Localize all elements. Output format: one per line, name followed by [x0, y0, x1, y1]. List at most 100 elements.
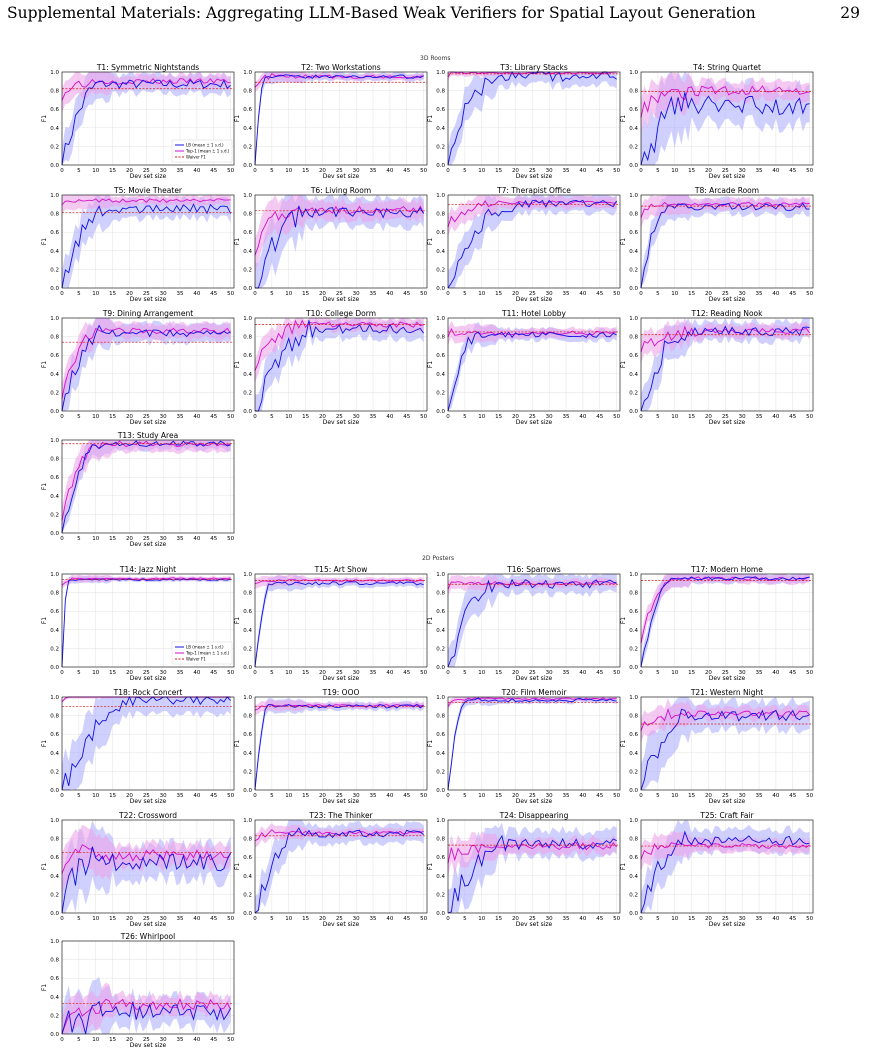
lb-line [61, 440, 231, 534]
x-tick-label: 50 [613, 291, 620, 297]
y-tick-label: 0.0 [50, 911, 59, 917]
x-tick-label: 40 [386, 414, 393, 420]
y-tick-label: 0.8 [629, 714, 638, 720]
plot-frame [447, 819, 621, 914]
x-tick-label: 20 [705, 670, 712, 676]
y-tick-label: 0.2 [50, 646, 59, 652]
legend-box [171, 641, 233, 665]
x-tick-label: 15 [688, 168, 695, 174]
plot-frame [447, 696, 621, 791]
x-tick-label: 0 [253, 291, 257, 297]
y-tick-label: 0.0 [436, 665, 445, 671]
y-tick-label: 0.0 [50, 286, 59, 292]
x-tick-label: 45 [210, 670, 217, 676]
section-label-3d-rooms: 3D Rooms [420, 55, 451, 62]
y-tick-label: 0.6 [629, 855, 638, 861]
y-axis-label: F1 [427, 863, 434, 870]
plot-frame [61, 573, 235, 668]
legend-label: Top-1 (mean ± 1 s.d.) [185, 651, 230, 656]
x-axis-label: Dev set size [516, 419, 553, 426]
y-axis-label: F1 [41, 984, 48, 991]
x-axis-label: Dev set size [130, 1042, 167, 1049]
x-tick-label: 10 [478, 793, 485, 799]
x-tick-label: 30 [353, 670, 360, 676]
x-tick-label: 20 [319, 168, 326, 174]
x-tick-label: 50 [806, 670, 813, 676]
x-axis-label: Dev set size [709, 296, 746, 303]
x-axis-label: Dev set size [516, 296, 553, 303]
x-tick-label: 45 [596, 670, 603, 676]
top1-band [62, 440, 231, 533]
chart-title: T12: Reading Nook [691, 309, 764, 318]
x-axis-label: Dev set size [516, 921, 553, 928]
y-tick-label: 1.0 [436, 70, 445, 76]
y-tick-label: 0.4 [243, 874, 252, 880]
x-tick-label: 25 [529, 168, 536, 174]
y-tick-label: 1.0 [243, 572, 252, 578]
y-tick-label: 0.2 [243, 892, 252, 898]
chart-title: T18: Rock Concert [113, 688, 183, 697]
x-tick-label: 15 [688, 793, 695, 799]
x-tick-label: 50 [420, 670, 427, 676]
x-tick-label: 40 [193, 414, 200, 420]
y-tick-label: 0.2 [50, 512, 59, 518]
y-tick-label: 0.4 [629, 874, 638, 880]
y-tick-label: 1.0 [629, 316, 638, 322]
x-tick-label: 45 [210, 916, 217, 922]
chart-title: T25: Craft Fair [699, 811, 754, 820]
y-tick-label: 0.8 [243, 212, 252, 218]
chart-title: T13: Study Area [117, 431, 178, 440]
plot-frame [640, 819, 814, 914]
x-tick-label: 5 [77, 414, 81, 420]
y-tick-label: 0.4 [436, 628, 445, 634]
y-tick-label: 0.4 [50, 995, 59, 1001]
x-tick-label: 10 [671, 168, 678, 174]
y-tick-label: 0.6 [50, 732, 59, 738]
y-axis-label: F1 [620, 617, 627, 624]
y-tick-label: 0.2 [50, 390, 59, 396]
x-tick-label: 5 [656, 670, 660, 676]
y-tick-label: 0.2 [436, 892, 445, 898]
x-tick-label: 10 [478, 916, 485, 922]
top1-band [641, 697, 810, 743]
lb-line [61, 846, 232, 914]
x-tick-label: 40 [579, 291, 586, 297]
x-axis-label: Dev set size [323, 419, 360, 426]
x-tick-label: 30 [546, 168, 553, 174]
x-tick-label: 20 [126, 670, 133, 676]
x-tick-label: 5 [270, 916, 274, 922]
x-tick-label: 10 [92, 536, 99, 542]
x-tick-label: 30 [353, 168, 360, 174]
x-tick-label: 15 [302, 670, 309, 676]
x-tick-label: 5 [270, 670, 274, 676]
x-tick-label: 35 [370, 793, 377, 799]
top1-line [254, 319, 424, 371]
y-tick-label: 0.6 [243, 609, 252, 615]
x-tick-label: 45 [210, 414, 217, 420]
y-tick-label: 0.6 [50, 855, 59, 861]
x-tick-label: 10 [285, 670, 292, 676]
x-tick-label: 25 [336, 670, 343, 676]
plot-frame [61, 439, 235, 534]
y-tick-label: 0.0 [436, 163, 445, 169]
y-tick-label: 0.6 [436, 230, 445, 236]
x-tick-label: 30 [546, 670, 553, 676]
x-tick-label: 30 [739, 670, 746, 676]
y-tick-label: 0.6 [629, 230, 638, 236]
x-tick-label: 20 [319, 916, 326, 922]
y-tick-label: 0.0 [50, 409, 59, 415]
x-tick-label: 45 [210, 793, 217, 799]
y-tick-label: 0.8 [243, 591, 252, 597]
y-tick-label: 0.4 [436, 874, 445, 880]
x-tick-label: 40 [386, 291, 393, 297]
x-tick-label: 20 [126, 168, 133, 174]
top1-line [640, 708, 810, 732]
x-tick-label: 30 [160, 793, 167, 799]
y-tick-label: 0.8 [436, 212, 445, 218]
x-tick-label: 15 [495, 291, 502, 297]
chart-panel: 0.0 0.2 0.4 0.6 0.8 1.0 0 5 10 15 20 25 30 35 40 45 50 T2… [620, 811, 814, 928]
y-tick-label: 0.6 [436, 609, 445, 615]
x-tick-label: 40 [193, 168, 200, 174]
x-tick-label: 5 [463, 414, 467, 420]
chart-panel: 0.0 0.2 0.4 0.6 0.8 1.0 0 5 10 15 20 25 30 35 40 45 50 T4… [620, 63, 814, 180]
